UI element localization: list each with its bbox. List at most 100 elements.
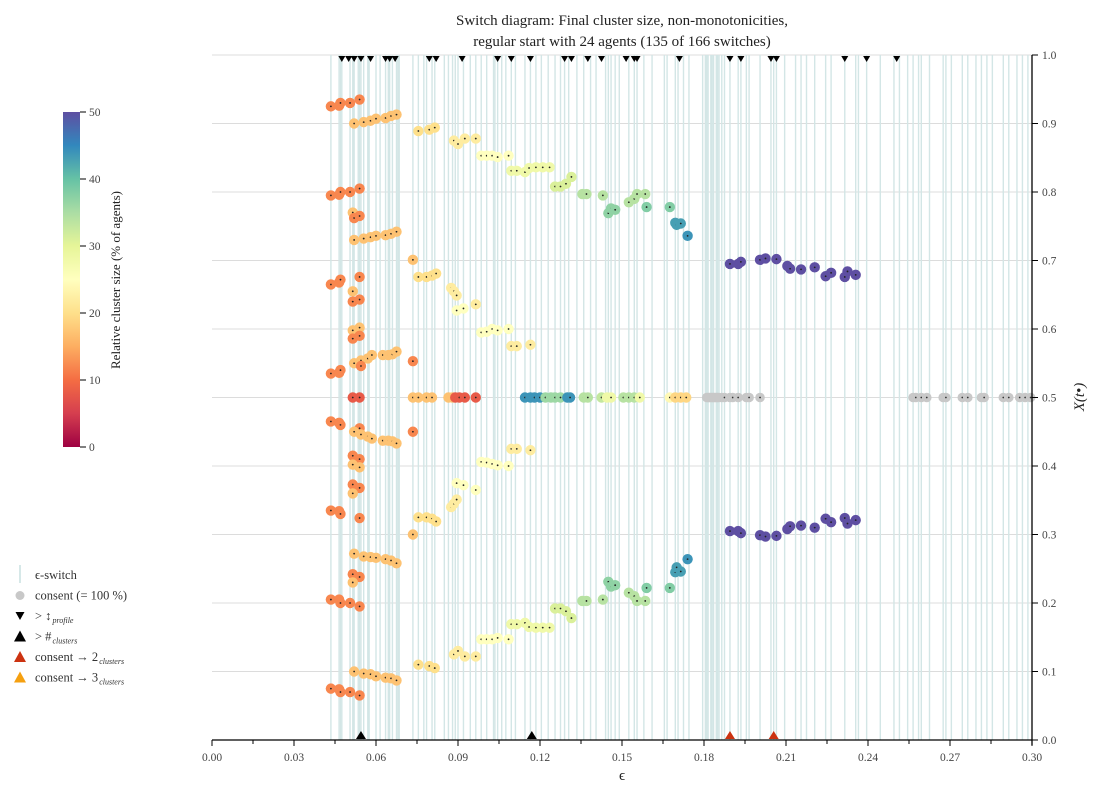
legend-entry: > #clusters: [14, 630, 77, 646]
cluster-point-center: [330, 420, 332, 423]
cluster-point-center: [369, 673, 372, 676]
y-tick-label: 0.0: [1042, 735, 1057, 747]
legend-entry: ϵ-switch: [19, 565, 78, 583]
cluster-point-center: [353, 552, 356, 555]
cluster-point-center: [395, 442, 398, 445]
cluster-point-center: [353, 239, 356, 241]
cluster-point-center: [358, 276, 361, 278]
profile-marker-triangle-down: [357, 56, 365, 62]
cluster-point-center: [515, 345, 518, 348]
profile-marker-triangle-down: [726, 56, 734, 62]
consent-point-center: [1018, 396, 1021, 399]
cluster-point-center: [362, 121, 365, 124]
title-line-2: regular start with 24 agents (135 of 166…: [473, 34, 770, 50]
cluster-point-center: [455, 498, 458, 501]
profile-marker-triangle-down: [526, 56, 534, 62]
cluster-point-center: [679, 222, 682, 225]
cluster-point-center: [636, 193, 638, 195]
cluster-point-center: [548, 626, 551, 629]
cluster-point-center: [462, 484, 465, 487]
profile-marker-triangle-down: [622, 56, 630, 62]
profile-marker-triangle-down: [737, 56, 745, 62]
cluster-points: [325, 94, 861, 701]
cluster-point-center: [417, 276, 420, 278]
profile-marker-triangle-down: [367, 56, 375, 62]
cluster-point-center: [362, 237, 365, 240]
chart-title: Switch diagram: Final cluster size, non-…: [456, 13, 788, 50]
cluster-point-center: [351, 492, 354, 495]
cluster-point-center: [330, 194, 332, 197]
cluster-point-center: [541, 626, 544, 629]
legend-entry: consent (= 100 %): [15, 589, 127, 603]
cluster-point-center: [529, 343, 532, 346]
cluster-point-center: [644, 193, 647, 195]
clusters-marker-triangle-up: [355, 731, 366, 739]
cluster-point-center: [515, 623, 518, 626]
cluster-point-center: [353, 362, 356, 365]
cluster-point-center: [474, 396, 477, 399]
consent-points: [701, 392, 1036, 403]
cluster-point-center: [685, 396, 688, 399]
cluster-point-center: [358, 427, 361, 430]
cluster-point-center: [358, 396, 361, 399]
consent-point-center: [961, 396, 964, 399]
x-tick-label: 0.15: [612, 752, 632, 764]
cluster-point-center: [764, 257, 767, 260]
cluster-point-center: [686, 558, 689, 561]
cluster-point-center: [330, 687, 332, 690]
y-tick-label: 0.5: [1042, 393, 1057, 405]
x-tick-label: 0.24: [858, 752, 878, 764]
cluster-point-center: [395, 562, 398, 565]
cluster-point-center: [417, 663, 420, 666]
cluster-point-center: [515, 447, 518, 450]
consent-point-center: [1029, 396, 1032, 399]
cluster-point-center: [528, 626, 530, 628]
cluster-point-center: [353, 430, 356, 433]
cluster-point-center: [644, 600, 647, 602]
cluster-point-center: [638, 396, 641, 399]
consent-point-center: [731, 396, 734, 399]
cluster-point-center: [362, 672, 365, 675]
cluster-point-center: [830, 521, 832, 524]
y-tick-label: 0.3: [1042, 530, 1057, 542]
profile-marker-triangle-down: [584, 56, 592, 62]
cluster-point-center: [457, 143, 459, 145]
cluster-point-center: [412, 533, 414, 536]
profile-marker-triangle-down: [675, 56, 683, 62]
cluster-point-center: [339, 691, 342, 693]
x-axis-label: ϵ: [619, 768, 625, 784]
cluster-point-center: [330, 372, 332, 375]
cluster-point-center: [463, 396, 466, 399]
colorbar-tick-label: 30: [89, 241, 101, 253]
cluster-point-center: [507, 154, 510, 157]
cluster-point-center: [351, 396, 354, 399]
consent-point-center: [1024, 396, 1027, 399]
profile-marker-triangle-down: [345, 56, 353, 62]
cluster-point-center: [496, 329, 499, 332]
x-tick-label: 0.18: [694, 752, 714, 764]
cluster-point-center: [565, 182, 567, 185]
cluster-point-center: [351, 454, 354, 457]
legend-label: ϵ-switch: [35, 568, 78, 582]
cluster-point-center: [496, 464, 499, 467]
cluster-point-center: [339, 191, 342, 193]
cluster-point-center: [435, 272, 438, 275]
legend: ϵ-switch consent (= 100 %) > ↕profile > #cl…: [14, 565, 127, 687]
cluster-point-center: [455, 309, 458, 312]
profile-marker-triangle-down: [425, 56, 433, 62]
cluster-point-center: [515, 169, 518, 172]
cluster-point-center: [339, 513, 342, 515]
cluster-point-center: [428, 665, 431, 667]
cluster-point-center: [601, 598, 604, 601]
cluster-point-center: [668, 206, 671, 208]
consent-point-center: [983, 396, 986, 399]
cluster-point-center: [636, 600, 638, 602]
cluster-point-center: [353, 217, 356, 219]
cluster-point-center: [474, 655, 477, 658]
cluster-point-center: [351, 329, 354, 332]
cluster-point-center: [371, 437, 373, 440]
y-tick-label: 0.4: [1042, 461, 1057, 473]
cluster-point-center: [349, 102, 351, 104]
cluster-point-center: [559, 185, 562, 188]
cluster-point-center: [614, 584, 617, 587]
